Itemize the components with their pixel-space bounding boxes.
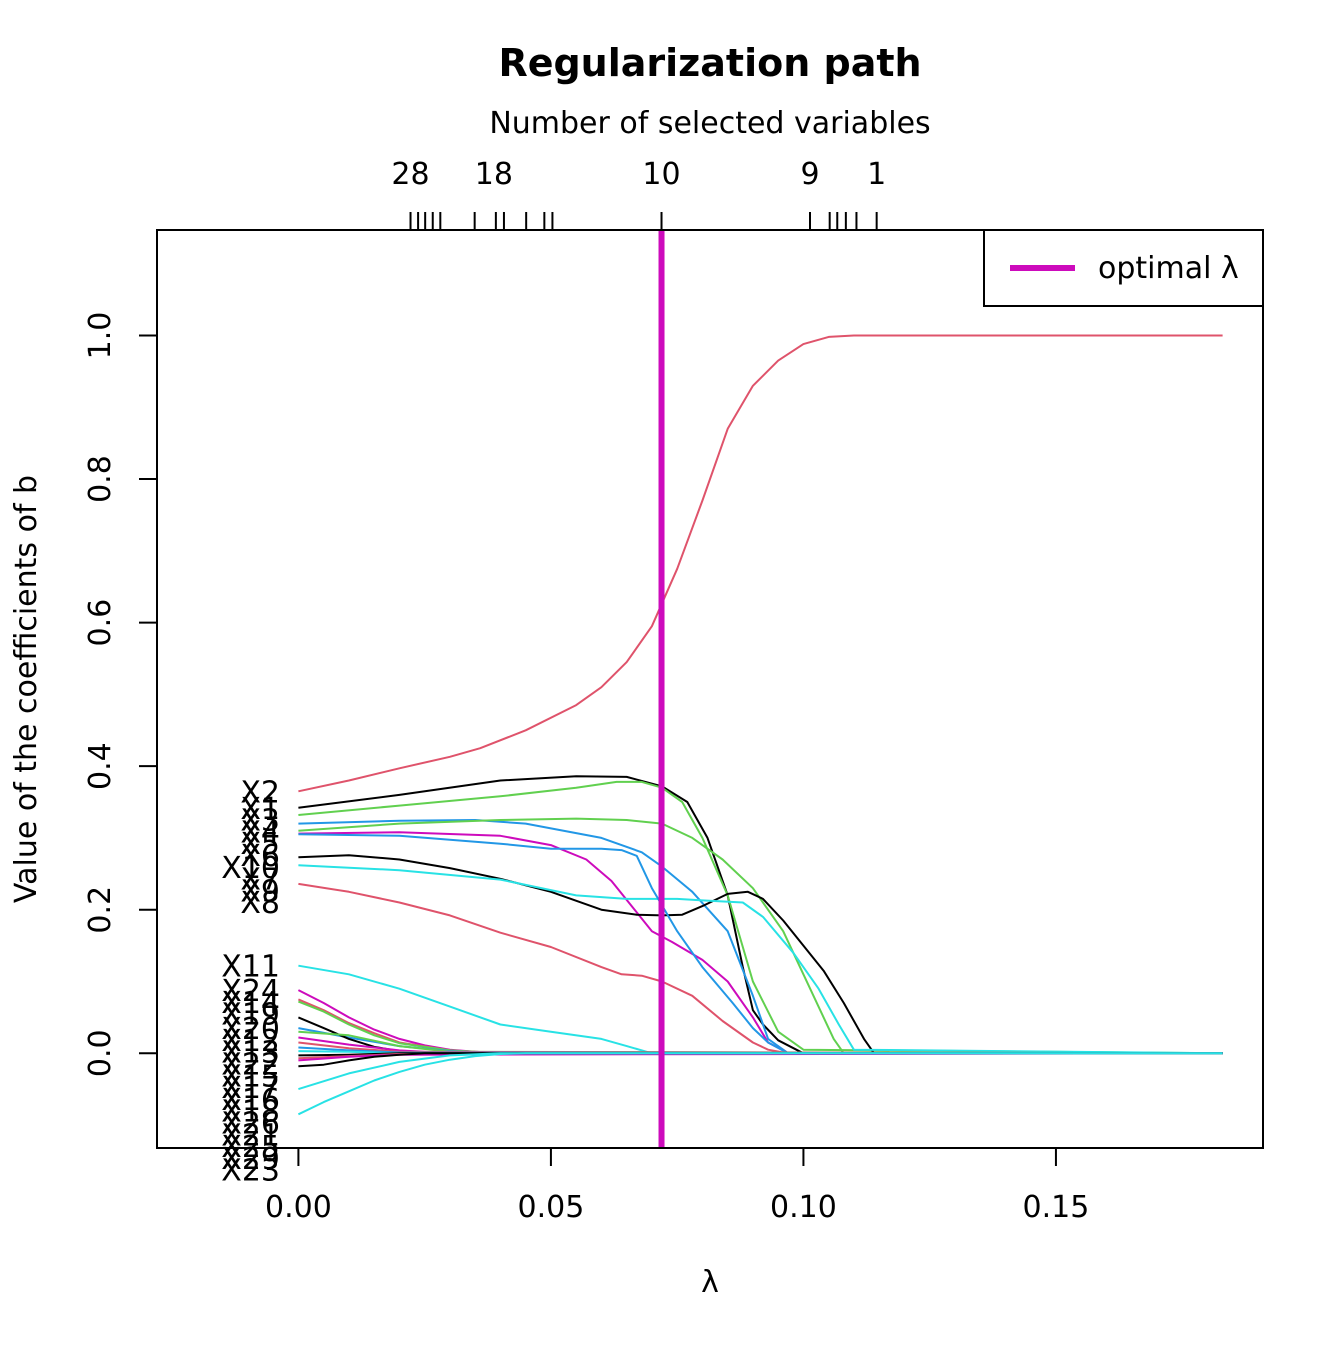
top-tick-label: 28 <box>391 157 429 192</box>
y-tick-label: 0.8 <box>83 455 118 503</box>
x-tick-label: 0.10 <box>770 1190 837 1225</box>
series-line-x10 <box>298 833 1223 1055</box>
x-tick-label: 0.05 <box>518 1190 585 1225</box>
variable-label-x18: X18 <box>221 1095 280 1130</box>
series-line-x29 <box>298 1052 1223 1091</box>
variable-label-x2: X2 <box>240 775 280 810</box>
legend: optimal λ <box>983 229 1264 307</box>
y-tick-label: 0.2 <box>83 886 118 934</box>
variable-label-x13: X13 <box>221 1036 280 1071</box>
variable-label-x19: X19 <box>221 998 280 1033</box>
variable-label-x23: X23 <box>221 1154 280 1189</box>
x-tick-label: 0.00 <box>265 1190 332 1225</box>
y-tick-label: 1.0 <box>83 312 118 360</box>
variable-label-x3: X3 <box>240 804 280 839</box>
y-tick-label: 0.4 <box>83 742 118 790</box>
variable-label-x20: X20 <box>221 1012 280 1047</box>
marks-layer: 0.00 0.05 0.10 0.15 0.0 0.2 0.4 0.6 0.8 1.0 28 18 10… <box>83 157 1089 1225</box>
series-line-x25 <box>298 1052 1223 1068</box>
y-tick-label: 0.6 <box>83 599 118 647</box>
variable-label-x9: X9 <box>240 874 280 909</box>
variable-label-x16: X16 <box>221 1083 280 1118</box>
series-line-x7 <box>298 854 1223 1055</box>
legend-label: optimal λ <box>1098 251 1239 286</box>
series-line-x23 <box>297 1052 1223 1116</box>
y-tick-label: 0.0 <box>83 1029 118 1077</box>
variable-label-x17: X17 <box>221 1071 280 1106</box>
x-axis-title: λ <box>701 1265 719 1300</box>
y-axis-title: Value of the coefficients of b <box>9 475 44 903</box>
variable-label-x6: X6 <box>240 839 280 874</box>
series-line-x1 <box>298 775 1223 1055</box>
top-tick-label: 1 <box>867 157 886 192</box>
series-layer <box>297 230 1223 1148</box>
variable-label-x15: X15 <box>221 1059 280 1094</box>
variable-label-x22: X22 <box>221 1048 280 1083</box>
variable-label-x11: X11 <box>221 950 280 985</box>
series-line-x4 <box>298 819 1223 1055</box>
plot-frame <box>156 229 1264 1149</box>
series-line-x8 <box>298 864 1223 1055</box>
chart-title: Regularization path <box>498 41 921 85</box>
variable-label-x5: X5 <box>240 827 280 862</box>
series-line-x9 <box>298 882 1223 1055</box>
x-tick-label: 0.15 <box>1023 1190 1090 1225</box>
series-line-x2 <box>298 334 1223 793</box>
top-tick-label: 18 <box>475 157 513 192</box>
variable-label-x12: X12 <box>221 1024 280 1059</box>
variable-label-x10: X10 <box>221 851 280 886</box>
series-line-x5 <box>298 831 1223 1055</box>
variable-label-x1: X1 <box>240 792 280 827</box>
variable-label-x26: X26 <box>221 1107 280 1142</box>
variable-label-x7: X7 <box>240 863 280 898</box>
series-line-x3 <box>298 780 1223 1055</box>
series-line-x6 <box>298 817 1223 1055</box>
top-tick-label: 10 <box>642 157 680 192</box>
variable-label-x24: X24 <box>221 974 280 1009</box>
variable-label-x8: X8 <box>240 886 280 921</box>
series-line-x11 <box>298 964 1223 1055</box>
variable-label-x14: X14 <box>221 986 280 1021</box>
top-axis-title: Number of selected variables <box>489 106 930 141</box>
variable-label-x4: X4 <box>240 815 280 850</box>
top-tick-label: 9 <box>800 157 819 192</box>
